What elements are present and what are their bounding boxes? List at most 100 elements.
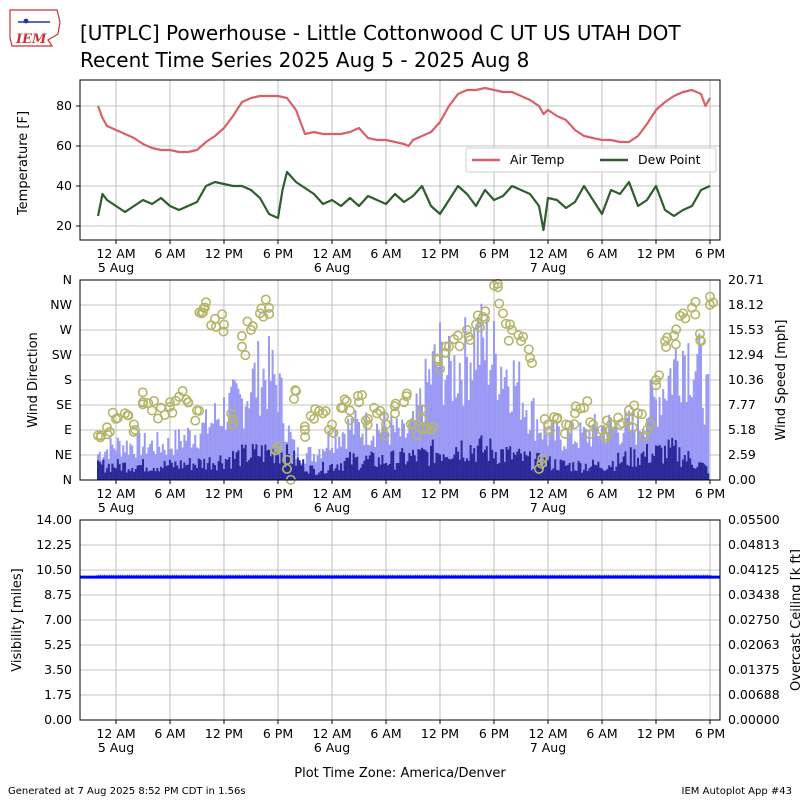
wind-speed-bar: [305, 471, 308, 480]
visibility-marker: *: [253, 574, 258, 584]
wind-speed-bar: [97, 460, 99, 480]
wind-speed-bar: [131, 468, 134, 480]
visibility-marker: *: [265, 574, 270, 584]
wind-speed-bar: [581, 472, 584, 480]
wind-speed-bar: [631, 466, 634, 480]
visibility-marker: *: [96, 574, 101, 584]
visibility-marker: *: [195, 574, 200, 584]
wind-speed-bar: [671, 437, 674, 480]
wind-gust-bar: [338, 436, 341, 480]
wind-direction-point: [504, 319, 515, 330]
x-tick-label: 6 AM: [586, 726, 617, 741]
visibility-marker: *: [319, 574, 324, 584]
wind-gust-bar: [221, 426, 224, 480]
wind-speed-bar: [257, 455, 260, 480]
wind-speed-bar: [593, 464, 596, 480]
wind-direction-point: [454, 341, 465, 352]
y2-tick-label: 0.03438: [728, 587, 780, 602]
wind-speed-bar: [446, 457, 449, 480]
plot-frame: [79, 519, 721, 721]
wind-gust-bar: [192, 443, 195, 480]
visibility-marker: *: [337, 574, 342, 584]
wind-speed-bar: [152, 467, 155, 480]
wind-speed-axis-label: Wind Speed [mph]: [774, 320, 789, 441]
wind-speed-bar: [340, 463, 342, 480]
visibility-marker: *: [409, 574, 414, 584]
visibility-marker: *: [154, 574, 159, 584]
wind-direction-point: [533, 463, 544, 474]
wind-direction-point: [675, 310, 686, 321]
wind-direction-point: [167, 407, 178, 418]
wind-direction-point: [627, 422, 638, 433]
plot-frame: [79, 79, 721, 241]
wind-direction-point: [328, 427, 339, 438]
wind-gust-bar: [475, 369, 477, 480]
wind-gust-bar: [610, 417, 612, 480]
wind-direction-point: [369, 402, 380, 413]
wind-direction-point: [107, 407, 118, 418]
wind-speed-bar: [376, 466, 378, 480]
wind-direction-point: [695, 335, 706, 346]
wind-gust-bar: [615, 423, 618, 480]
visibility-marker: *: [136, 574, 141, 584]
wind-speed-bar: [440, 460, 443, 480]
wind-gust-bar: [214, 403, 216, 480]
wind-speed-bar: [451, 458, 454, 480]
legend-box: [465, 147, 717, 173]
visibility-marker: *: [447, 574, 452, 584]
wind-speed-bar: [669, 447, 672, 480]
wind-direction-point: [582, 396, 593, 407]
wind-speed-bar: [694, 468, 697, 480]
visibility-marker: *: [472, 574, 477, 584]
wind-speed-bar: [120, 470, 123, 480]
visibility-marker: *: [672, 574, 677, 584]
visibility-marker: *: [697, 574, 702, 584]
visibility-marker: *: [301, 574, 306, 584]
visibility-marker: *: [285, 574, 290, 584]
x-tick-label: 12 AM: [528, 486, 567, 501]
x-tick-label: 6 PM: [479, 726, 509, 741]
visibility-marker: *: [145, 574, 150, 584]
visibility-marker: *: [415, 574, 420, 584]
wind-gust-bar: [161, 443, 164, 480]
wind-gust-bar: [608, 414, 611, 480]
x-tick-date-label: 7 Aug: [530, 740, 566, 755]
wind-direction-point: [240, 350, 251, 361]
wind-direction-point: [165, 397, 176, 408]
wind-speed-bar: [336, 464, 339, 480]
wind-speed-bar: [194, 464, 197, 480]
wind-speed-bar: [318, 472, 321, 480]
wind-speed-bar: [489, 438, 492, 480]
wind-speed-bar: [628, 465, 630, 480]
y-tick-label: N: [63, 472, 72, 487]
wind-speed-bar: [500, 449, 503, 480]
wind-gust-bar: [235, 383, 238, 480]
visibility-marker: *: [388, 574, 393, 584]
wind-gust-bar: [700, 345, 702, 480]
wind-gust-bar: [584, 428, 587, 480]
wind-speed-bar: [647, 462, 650, 480]
visibility-marker: *: [280, 574, 285, 584]
y2-tick-label: 0.04125: [728, 562, 780, 577]
wind-gust-bar: [383, 411, 386, 480]
wind-direction-point: [539, 414, 550, 425]
wind-speed-bar: [424, 450, 427, 480]
wind-speed-bar: [629, 447, 632, 480]
wind-speed-bar: [514, 455, 517, 480]
wind-gust-bar: [593, 413, 596, 480]
wind-gust-bar: [611, 426, 614, 480]
wind-direction-point: [305, 411, 316, 422]
wind-gust-bar: [487, 384, 490, 480]
visibility-marker: *: [229, 574, 234, 584]
wind-speed-bar: [577, 460, 580, 480]
visibility-marker: *: [544, 574, 549, 584]
visibility-marker: *: [577, 574, 582, 584]
wind-gust-bar: [343, 433, 346, 480]
wind-speed-bar: [161, 468, 164, 480]
wind-speed-bar: [422, 449, 425, 480]
wind-speed-bar: [208, 457, 211, 480]
wind-direction-point: [299, 424, 310, 435]
wind-direction-point: [299, 421, 310, 432]
wind-speed-bar: [662, 463, 665, 480]
x-tick-label: 12 AM: [528, 246, 567, 261]
